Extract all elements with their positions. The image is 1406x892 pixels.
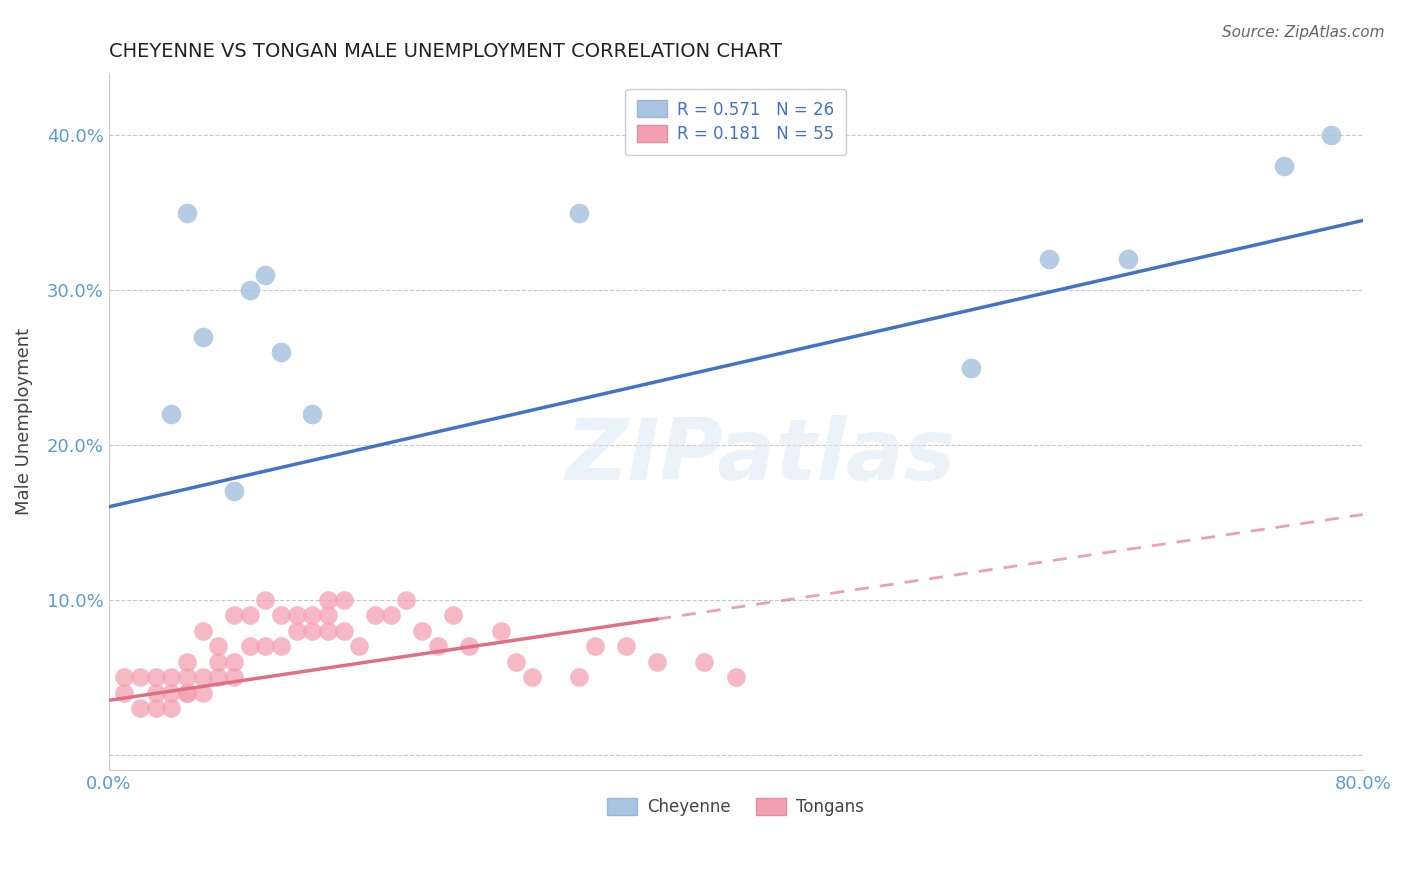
Point bbox=[364, 608, 387, 623]
Point bbox=[222, 608, 245, 623]
Point bbox=[270, 639, 292, 653]
Point bbox=[411, 624, 433, 638]
Point bbox=[270, 345, 292, 359]
Point bbox=[316, 592, 339, 607]
Point bbox=[1116, 252, 1139, 267]
Point bbox=[349, 639, 371, 653]
Text: Source: ZipAtlas.com: Source: ZipAtlas.com bbox=[1222, 25, 1385, 40]
Point bbox=[1320, 128, 1343, 143]
Point bbox=[301, 407, 323, 421]
Point bbox=[380, 608, 402, 623]
Point bbox=[112, 685, 135, 699]
Point bbox=[301, 608, 323, 623]
Point bbox=[191, 624, 214, 638]
Point bbox=[583, 639, 606, 653]
Point bbox=[239, 608, 262, 623]
Point bbox=[222, 484, 245, 499]
Legend: Cheyenne, Tongans: Cheyenne, Tongans bbox=[599, 789, 872, 824]
Point bbox=[254, 592, 277, 607]
Text: CHEYENNE VS TONGAN MALE UNEMPLOYMENT CORRELATION CHART: CHEYENNE VS TONGAN MALE UNEMPLOYMENT COR… bbox=[108, 42, 782, 61]
Point bbox=[239, 639, 262, 653]
Point bbox=[176, 655, 198, 669]
Point bbox=[254, 639, 277, 653]
Point bbox=[191, 670, 214, 684]
Point bbox=[270, 608, 292, 623]
Point bbox=[614, 639, 637, 653]
Point bbox=[285, 624, 308, 638]
Point bbox=[645, 655, 668, 669]
Point bbox=[191, 685, 214, 699]
Point bbox=[176, 205, 198, 219]
Point bbox=[239, 283, 262, 297]
Point bbox=[207, 670, 229, 684]
Point bbox=[160, 685, 183, 699]
Point bbox=[426, 639, 449, 653]
Point bbox=[458, 639, 481, 653]
Point bbox=[332, 592, 354, 607]
Point bbox=[207, 655, 229, 669]
Point bbox=[176, 685, 198, 699]
Point bbox=[191, 329, 214, 343]
Point bbox=[520, 670, 543, 684]
Y-axis label: Male Unemployment: Male Unemployment bbox=[15, 328, 32, 516]
Point bbox=[693, 655, 716, 669]
Point bbox=[959, 360, 981, 375]
Point bbox=[145, 685, 167, 699]
Point bbox=[568, 670, 591, 684]
Text: ZIPatlas: ZIPatlas bbox=[565, 415, 956, 498]
Point bbox=[160, 701, 183, 715]
Point bbox=[1272, 159, 1295, 173]
Point bbox=[207, 639, 229, 653]
Point bbox=[145, 701, 167, 715]
Point bbox=[285, 608, 308, 623]
Point bbox=[316, 624, 339, 638]
Point bbox=[254, 268, 277, 282]
Point bbox=[332, 624, 354, 638]
Point bbox=[176, 685, 198, 699]
Point bbox=[316, 608, 339, 623]
Point bbox=[112, 670, 135, 684]
Point bbox=[222, 670, 245, 684]
Point bbox=[160, 670, 183, 684]
Point bbox=[568, 205, 591, 219]
Point bbox=[129, 670, 152, 684]
Point bbox=[145, 670, 167, 684]
Point bbox=[222, 655, 245, 669]
Point bbox=[301, 624, 323, 638]
Point bbox=[176, 670, 198, 684]
Point bbox=[395, 592, 418, 607]
Point bbox=[489, 624, 512, 638]
Point bbox=[724, 670, 747, 684]
Point bbox=[443, 608, 465, 623]
Point bbox=[1038, 252, 1060, 267]
Point bbox=[160, 407, 183, 421]
Point bbox=[505, 655, 527, 669]
Point bbox=[129, 701, 152, 715]
